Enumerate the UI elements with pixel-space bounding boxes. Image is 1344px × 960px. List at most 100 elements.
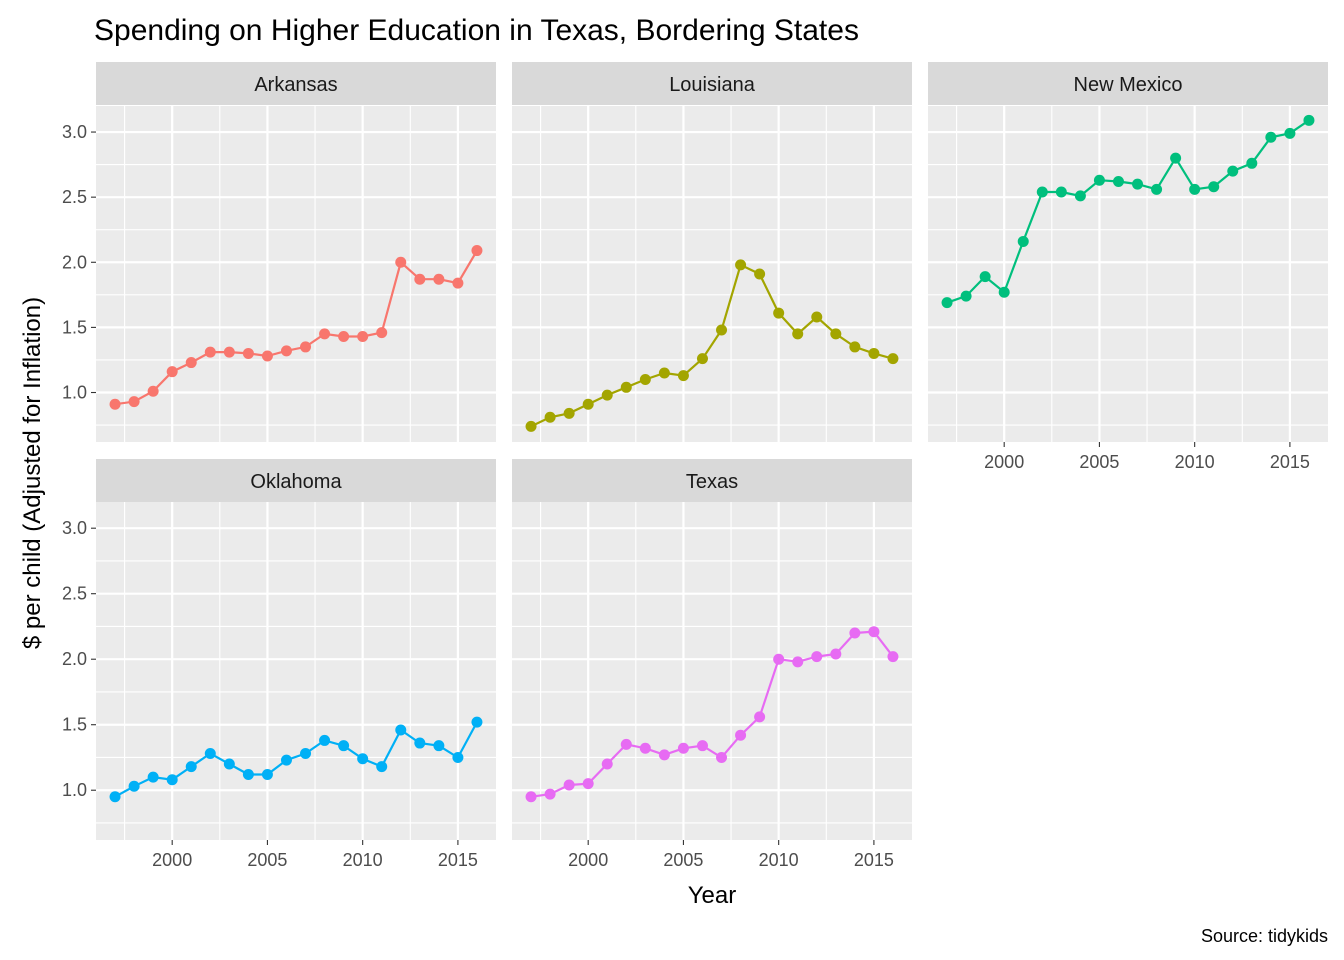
- data-point: [376, 327, 388, 339]
- data-point: [620, 738, 632, 750]
- data-point: [452, 751, 464, 763]
- data-point: [242, 347, 254, 359]
- data-point: [109, 398, 121, 410]
- x-tick-label: 2015: [438, 850, 478, 870]
- data-point: [1208, 181, 1220, 193]
- data-point: [601, 389, 613, 401]
- data-point: [582, 778, 594, 790]
- data-point: [773, 653, 785, 665]
- panel-oklahoma: Oklahoma 1.0 1.5 2.0 2.5 3.0 2000 2005 2010 2015: [62, 459, 496, 870]
- strip-label: Texas: [686, 471, 738, 493]
- data-point: [261, 350, 273, 362]
- data-point: [639, 742, 651, 754]
- data-point: [452, 277, 464, 289]
- data-point: [716, 751, 728, 763]
- data-point: [261, 768, 273, 780]
- y-tick-label: 3.0: [62, 122, 87, 142]
- strip-label: Louisiana: [669, 74, 756, 96]
- strip-background: [96, 62, 496, 105]
- panel-new-mexico: New Mexico 2000 2005 2010 2015: [928, 62, 1328, 472]
- y-tick-label: 2.5: [62, 187, 87, 207]
- data-point: [887, 353, 899, 365]
- x-tick-label: 2000: [568, 850, 608, 870]
- data-point: [433, 273, 445, 285]
- strip-label: Arkansas: [254, 74, 337, 96]
- data-point: [147, 385, 159, 397]
- data-point: [544, 788, 556, 800]
- strip-background: [512, 62, 912, 105]
- data-point: [223, 346, 235, 358]
- data-point: [471, 245, 483, 257]
- data-point: [525, 420, 537, 432]
- data-point: [357, 331, 369, 343]
- data-point: [525, 791, 537, 803]
- data-point: [1284, 127, 1296, 139]
- data-point: [1017, 235, 1029, 247]
- data-point: [166, 774, 178, 786]
- data-point: [582, 398, 594, 410]
- data-point: [811, 311, 823, 323]
- data-point: [849, 627, 861, 639]
- data-point: [433, 740, 445, 752]
- data-point: [395, 256, 407, 268]
- panel-arkansas: Arkansas 1.0 1.5 2.0 2.5 3.0: [62, 62, 496, 442]
- x-tick-label: 2015: [854, 850, 894, 870]
- x-tick-label: 2000: [152, 850, 192, 870]
- strip-background: [928, 62, 1328, 105]
- data-point: [735, 729, 747, 741]
- data-point: [204, 748, 216, 760]
- data-point: [830, 328, 842, 340]
- data-point: [658, 367, 670, 379]
- y-tick-label: 2.5: [62, 584, 87, 604]
- data-point: [1227, 165, 1239, 177]
- data-point: [185, 357, 197, 369]
- data-point: [792, 328, 804, 340]
- panel-background: [512, 106, 912, 442]
- caption: Source: tidykids: [1201, 926, 1328, 946]
- data-point: [696, 740, 708, 752]
- data-point: [773, 307, 785, 319]
- data-point: [376, 761, 388, 773]
- data-point: [960, 290, 972, 302]
- y-tick-label: 1.0: [62, 780, 87, 800]
- data-point: [563, 779, 575, 791]
- data-point: [338, 331, 350, 343]
- strip-background: [512, 459, 912, 502]
- panel-background: [928, 106, 1328, 442]
- x-tick-label: 2010: [1175, 452, 1215, 472]
- data-point: [128, 780, 140, 792]
- panels: Arkansas 1.0 1.5 2.0 2.5 3.0 Louisiana New Mexi…: [62, 62, 1328, 870]
- data-point: [735, 259, 747, 271]
- data-point: [395, 724, 407, 736]
- data-point: [849, 341, 861, 353]
- data-point: [280, 345, 292, 357]
- data-point: [166, 366, 178, 378]
- y-tick-label: 1.0: [62, 383, 87, 403]
- data-point: [792, 656, 804, 668]
- data-point: [185, 761, 197, 773]
- y-tick-label: 1.5: [62, 317, 87, 337]
- data-point: [128, 396, 140, 408]
- panel-texas: Texas 2000 2005 2010 2015: [512, 459, 912, 870]
- y-tick-label: 1.5: [62, 715, 87, 735]
- x-tick-label: 2005: [663, 850, 703, 870]
- data-point: [544, 411, 556, 423]
- data-point: [319, 328, 331, 340]
- data-point: [639, 373, 651, 385]
- y-axis-title: $ per child (Adjusted for Inflation): [19, 297, 46, 649]
- data-point: [109, 791, 121, 803]
- data-point: [338, 740, 350, 752]
- data-point: [658, 749, 670, 761]
- chart-title: Spending on Higher Education in Texas, B…: [94, 14, 859, 47]
- x-tick-label: 2005: [1079, 452, 1119, 472]
- data-point: [941, 297, 953, 309]
- data-point: [830, 648, 842, 660]
- panel-louisiana: Louisiana: [512, 62, 912, 442]
- data-point: [979, 271, 991, 283]
- data-point: [1303, 114, 1315, 126]
- data-point: [1112, 176, 1124, 188]
- data-point: [1151, 183, 1163, 195]
- data-point: [280, 754, 292, 766]
- data-point: [357, 753, 369, 765]
